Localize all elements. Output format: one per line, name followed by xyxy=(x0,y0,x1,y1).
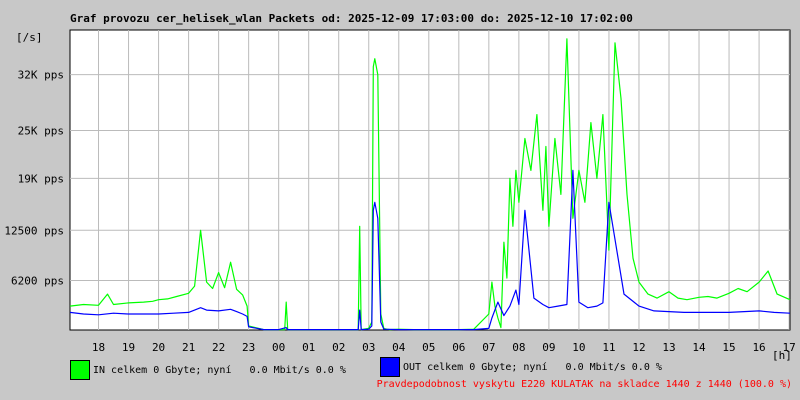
x-tick-label: 22 xyxy=(212,341,225,354)
x-tick-label: 10 xyxy=(572,341,585,354)
x-tick-label: 08 xyxy=(512,341,525,354)
x-tick-label: 02 xyxy=(332,341,345,354)
out-swatch xyxy=(380,357,400,377)
x-tick-label: 13 xyxy=(662,341,675,354)
x-tick-label: 03 xyxy=(362,341,375,354)
series-out-line xyxy=(69,169,791,331)
legend-out-text: OUT celkem 0 Gbyte; nyní 0.0 Mbit/s 0.0 … xyxy=(403,361,662,373)
legend-out: OUT celkem 0 Gbyte; nyní 0.0 Mbit/s 0.0 … xyxy=(380,357,662,377)
series-lines xyxy=(69,38,791,331)
x-tick-label: 15 xyxy=(722,341,735,354)
chart-title: Graf provozu cer_helisek_wlan Packets od… xyxy=(70,12,633,25)
plot-area xyxy=(69,29,791,331)
x-tick-label: 09 xyxy=(542,341,555,354)
x-tick-label: 21 xyxy=(182,341,195,354)
x-tick-label: 14 xyxy=(692,341,706,354)
x-tick-label: 16 xyxy=(752,341,765,354)
x-tick-label: 12 xyxy=(632,341,645,354)
y-tick-labels: 6200 pps 12500 pps 19K pps 25K pps 32K pps xyxy=(4,69,64,288)
x-tick-label: 07 xyxy=(482,341,495,354)
x-tick-label: 06 xyxy=(452,341,465,354)
x-tick-label: 20 xyxy=(152,341,165,354)
y-axis-unit: [/s] xyxy=(16,31,43,44)
grid-lines xyxy=(70,30,790,330)
y-tick-label: 6200 pps xyxy=(11,275,64,288)
x-axis-unit: [h] xyxy=(772,349,792,362)
x-tick-label: 19 xyxy=(122,341,135,354)
x-tick-label: 04 xyxy=(392,341,406,354)
y-tick-label: 32K pps xyxy=(18,69,64,82)
x-tick-label: 18 xyxy=(92,341,105,354)
in-swatch xyxy=(70,360,90,380)
x-tick-label: 11 xyxy=(602,341,615,354)
y-tick-label: 25K pps xyxy=(18,125,64,138)
y-tick-label: 19K pps xyxy=(18,172,64,185)
y-tick-label: 12500 pps xyxy=(4,224,64,237)
legend-in-text: IN celkem 0 Gbyte; nyní 0.0 Mbit/s 0.0 % xyxy=(93,364,346,376)
legend-in: IN celkem 0 Gbyte; nyní 0.0 Mbit/s 0.0 % xyxy=(70,360,346,380)
x-tick-labels: 18 19 20 21 22 23 00 01 02 03 04 05 06 07 08 09 10 11 12 13… xyxy=(92,341,796,354)
x-tick-label: 23 xyxy=(242,341,255,354)
x-tick-label: 17 xyxy=(782,341,795,354)
x-tick-label: 01 xyxy=(302,341,315,354)
x-tick-label: 00 xyxy=(272,341,285,354)
x-tick-label: 05 xyxy=(422,341,435,354)
probability-note: Pravdepodobnost vyskytu E220 KULATAK na … xyxy=(376,379,792,390)
